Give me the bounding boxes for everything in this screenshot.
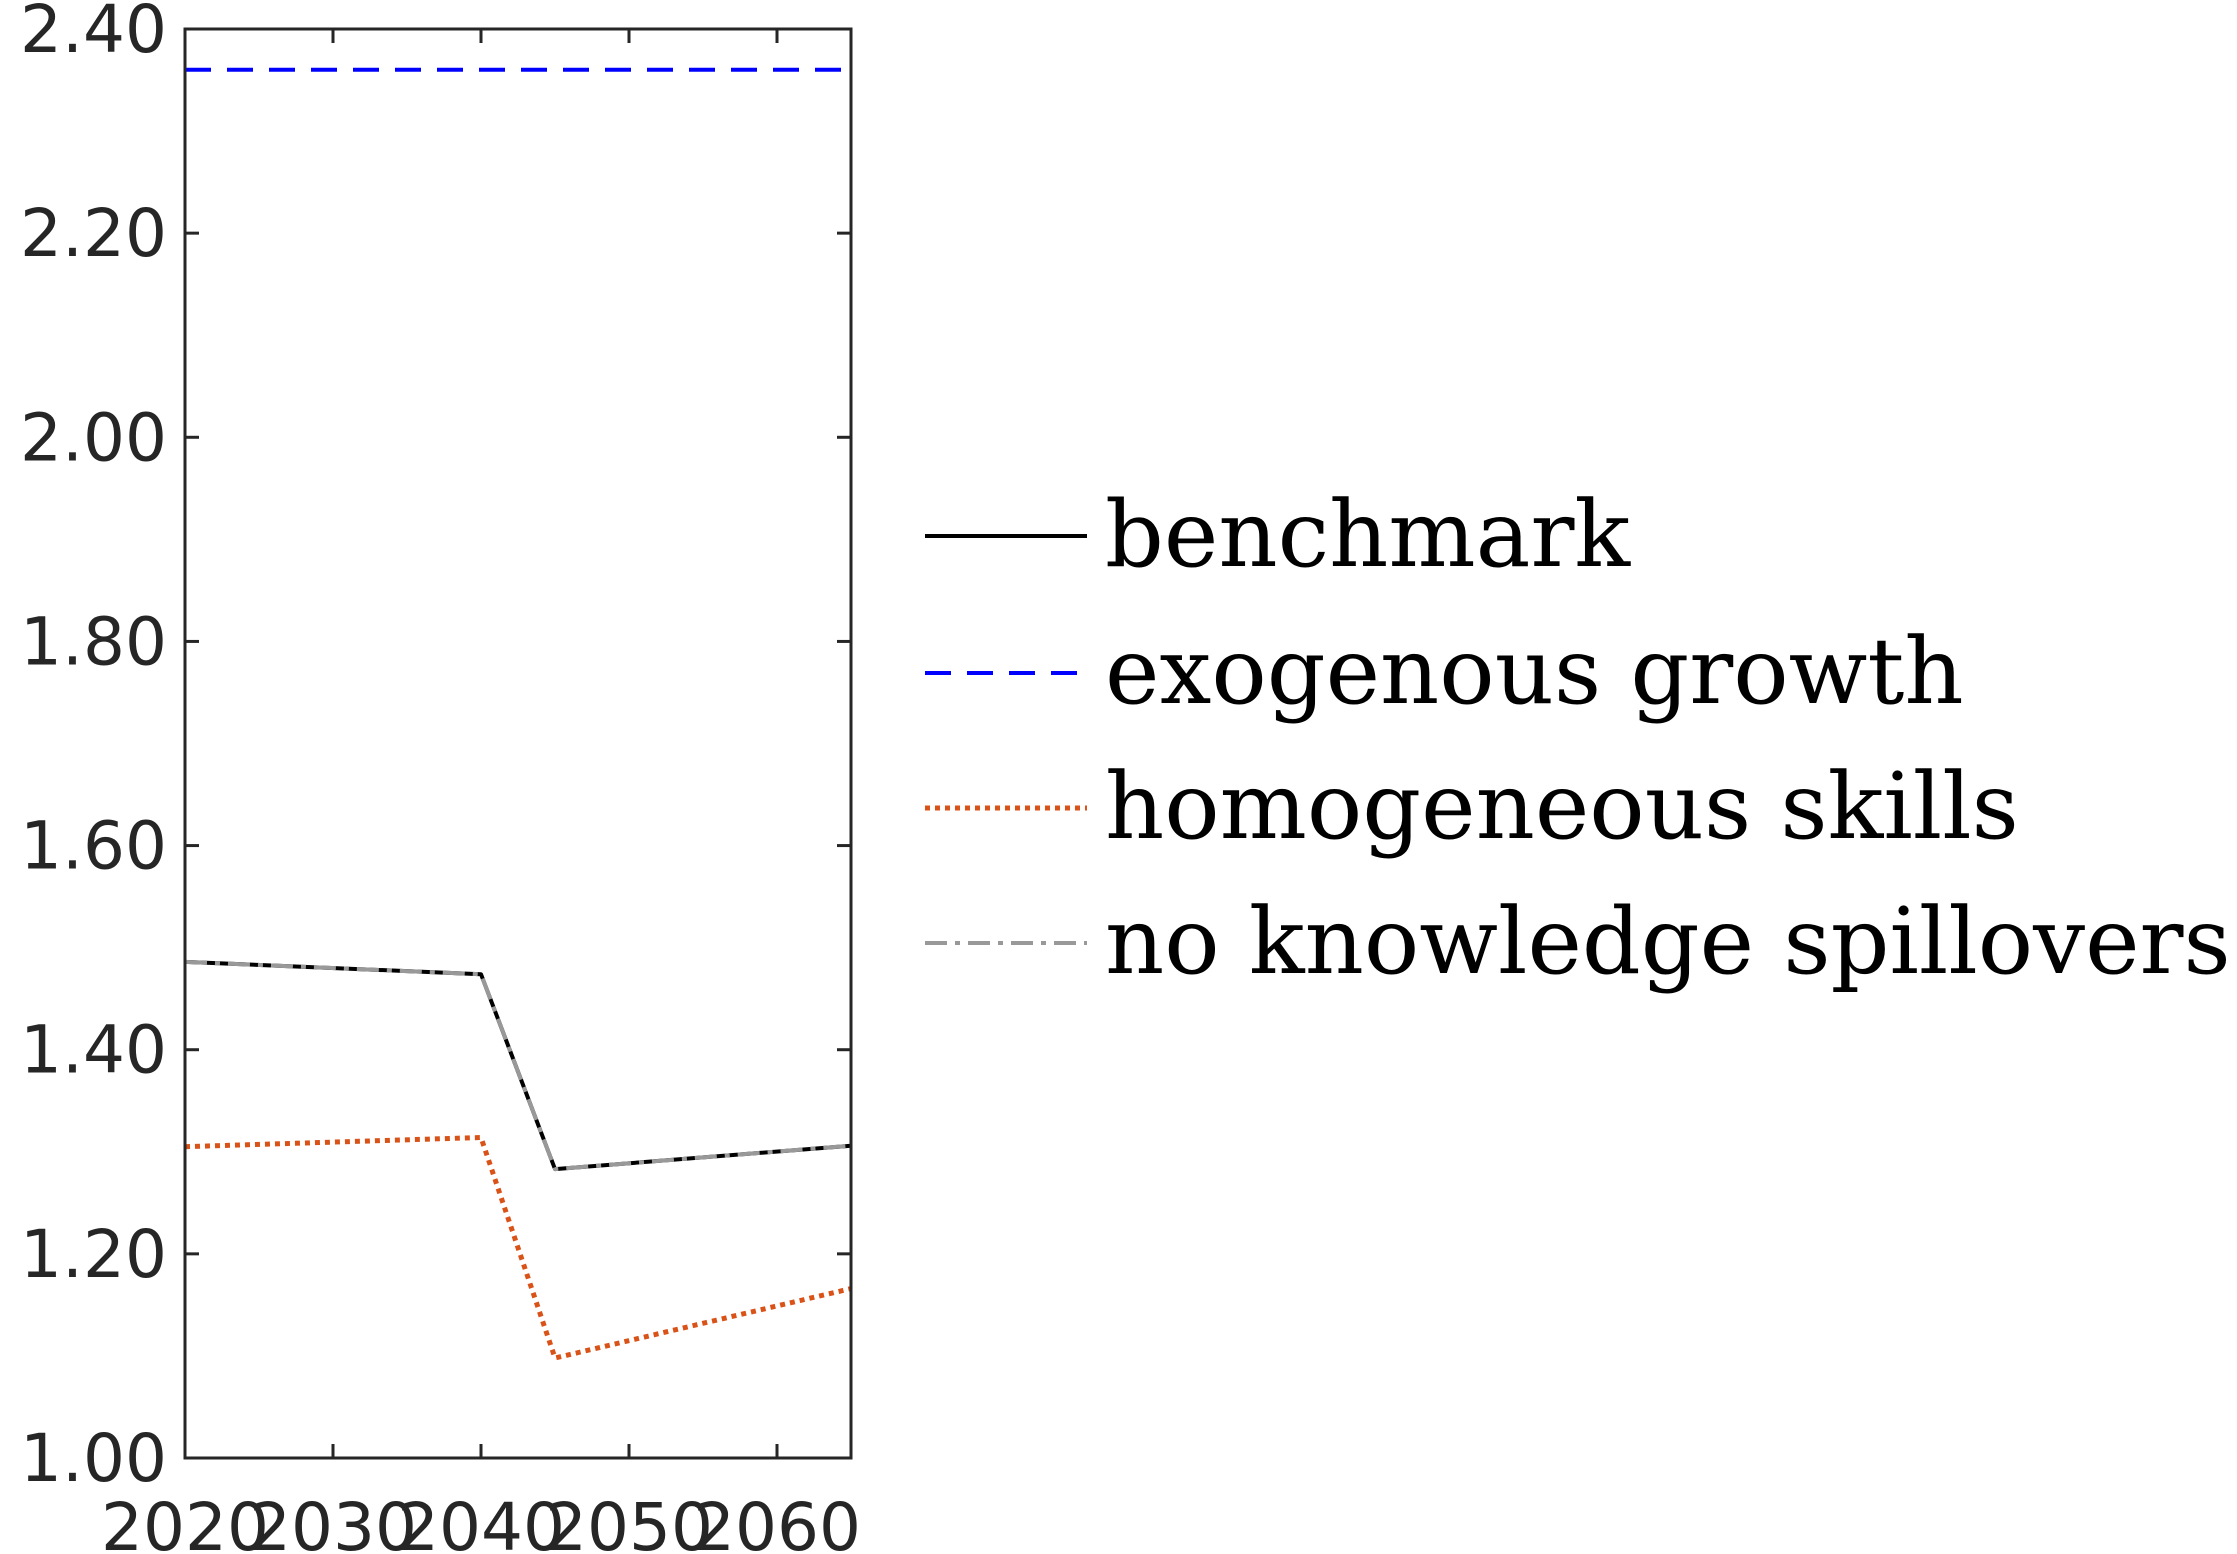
legend-label: exogenous growth [1105,618,1964,725]
plot-background [185,29,851,1458]
legend-entry-no-knowledge-spillovers: no knowledge spillovers [925,888,2231,995]
y-tick-label: 1.20 [20,1216,167,1293]
x-tick-label: 2020 [101,1489,269,1554]
x-tick-label: 2050 [545,1489,713,1554]
plot-area [185,29,851,1458]
y-tick-label: 2.40 [20,0,167,68]
series-layer [184,67,852,1361]
y-tick-label: 1.00 [20,1420,167,1497]
legend-label: homogeneous skills [1105,753,2019,860]
legend-entry-benchmark: benchmark [925,481,1631,588]
y-tick-label: 1.60 [20,808,167,885]
y-tick-label: 1.80 [20,603,167,680]
legend-entry-homogeneous-skills: homogeneous skills [925,753,2019,860]
y-tick-label: 2.20 [20,195,167,272]
x-tick-label: 2060 [693,1489,861,1554]
x-tick-label: 2030 [249,1489,417,1554]
legend: benchmark exogenous growth homogeneous ski… [925,481,2231,995]
x-tick-label: 2040 [397,1489,565,1554]
legend-label: no knowledge spillovers [1105,888,2231,995]
legend-label: benchmark [1105,481,1631,588]
axes-layer: 1.00 1.20 1.40 1.60 1.80 2.00 2.20 2.40 20202030… [20,0,861,1554]
y-tick-label: 1.40 [20,1012,167,1089]
series-line-no-knowledge-spillovers [184,959,852,1172]
legend-entry-exogenous-growth: exogenous growth [925,618,1964,725]
series-line-homogeneous-skills [184,1135,852,1361]
y-tick-label: 2.00 [20,399,167,476]
axes-box [183,27,853,1460]
